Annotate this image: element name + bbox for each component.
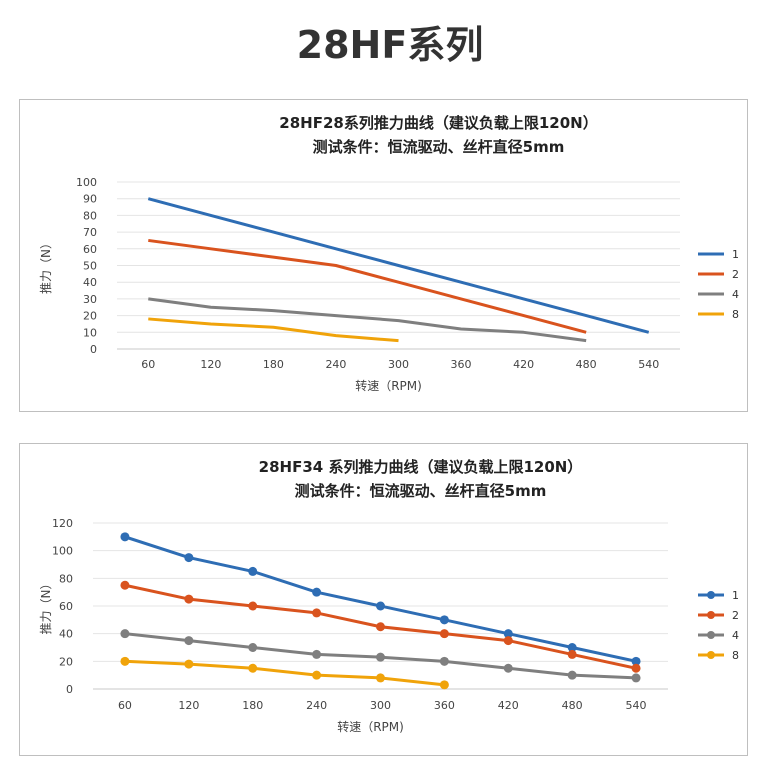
y-tick-label: 60 — [83, 243, 97, 256]
legend-label-2: 2 — [732, 268, 739, 281]
data-point — [439, 656, 449, 666]
data-point — [439, 680, 449, 690]
y-tick-label: 70 — [83, 226, 97, 239]
y-axis-label: 推力（N） — [39, 237, 53, 294]
legend-marker-1 — [707, 591, 715, 599]
y-tick-label: 100 — [52, 545, 73, 558]
legend-label-8: 8 — [732, 649, 739, 662]
legend-label-1: 1 — [732, 248, 739, 261]
y-tick-label: 50 — [83, 260, 97, 273]
series-line-8 — [148, 317, 399, 343]
legend-marker-8 — [707, 651, 715, 659]
data-point — [312, 649, 322, 659]
data-point — [184, 636, 194, 646]
series-line-2 — [148, 238, 587, 334]
y-tick-label: 90 — [83, 193, 97, 206]
data-point — [248, 601, 258, 611]
chart-title: 28HF28系列推力曲线（建议负载上限120N） — [279, 114, 597, 132]
data-point — [376, 601, 385, 611]
data-point — [312, 608, 322, 618]
x-tick-label: 300 — [370, 699, 391, 712]
x-tick-label: 300 — [388, 358, 409, 371]
y-tick-label: 40 — [59, 628, 73, 641]
legend-marker-2 — [707, 611, 715, 619]
x-axis-label: 转速（RPM) — [355, 378, 422, 393]
legend-label-2: 2 — [732, 609, 739, 622]
x-tick-label: 420 — [513, 358, 534, 371]
chart-28hf34: 28HF34 系列推力曲线（建议负载上限120N） 测试条件：恒流驱动、丝杆直径5… — [39, 458, 739, 734]
data-point — [376, 652, 385, 662]
legend-label-1: 1 — [732, 589, 739, 602]
chart-panel-28hf34: 28HF34 系列推力曲线（建议负载上限120N） 测试条件：恒流驱动、丝杆直径5… — [19, 443, 748, 756]
x-tick-label: 120 — [200, 358, 221, 371]
chart-subtitle: 测试条件：恒流驱动、丝杆直径5mm — [295, 482, 547, 500]
data-point — [503, 629, 513, 639]
data-point — [120, 580, 130, 590]
data-point — [439, 629, 449, 639]
legend-label-4: 4 — [732, 629, 739, 642]
x-tick-label: 540 — [626, 699, 647, 712]
y-tick-label: 100 — [76, 176, 97, 189]
y-tick-label: 40 — [83, 276, 97, 289]
y-tick-label: 30 — [83, 293, 97, 306]
x-tick-label: 120 — [178, 699, 199, 712]
data-point — [376, 673, 385, 683]
x-tick-label: 480 — [576, 358, 597, 371]
page-title: 28HF系列 — [296, 23, 484, 67]
data-point — [567, 670, 577, 680]
x-tick-label: 480 — [562, 699, 583, 712]
legend-label-4: 4 — [732, 288, 739, 301]
y-tick-label: 80 — [83, 209, 97, 222]
data-point — [631, 673, 641, 683]
data-point — [439, 615, 449, 625]
y-axis-label: 推力（N） — [39, 578, 53, 635]
y-tick-label: 20 — [59, 655, 73, 668]
chart-panel-28hf28: 28HF28系列推力曲线（建议负载上限120N） 测试条件：恒流驱动、丝杆直径5m… — [19, 99, 748, 412]
data-point — [120, 532, 130, 542]
legend-label-8: 8 — [732, 308, 739, 321]
y-tick-label: 10 — [83, 326, 97, 339]
data-point — [567, 649, 577, 659]
data-point — [376, 622, 385, 632]
series-line-8 — [124, 659, 445, 687]
x-tick-label: 240 — [325, 358, 346, 371]
legend-marker-4 — [707, 631, 715, 639]
x-tick-label: 360 — [434, 699, 455, 712]
y-tick-label: 20 — [83, 310, 97, 323]
data-point — [184, 594, 194, 604]
data-point — [120, 629, 130, 639]
data-point — [312, 587, 322, 597]
x-tick-label: 540 — [638, 358, 659, 371]
data-point — [184, 659, 194, 669]
chart-28hf28: 28HF28系列推力曲线（建议负载上限120N） 测试条件：恒流驱动、丝杆直径5m… — [39, 114, 739, 393]
y-tick-label: 120 — [52, 517, 73, 530]
y-tick-label: 0 — [90, 343, 97, 356]
series-line-1 — [147, 197, 650, 334]
data-point — [631, 656, 641, 666]
data-point — [120, 656, 130, 666]
x-tick-label: 60 — [141, 358, 155, 371]
data-point — [184, 553, 194, 563]
data-point — [631, 663, 641, 673]
chart-subtitle: 测试条件：恒流驱动、丝杆直径5mm — [313, 138, 565, 156]
y-tick-label: 60 — [59, 600, 73, 613]
y-tick-label: 80 — [59, 572, 73, 585]
data-point — [503, 663, 513, 673]
data-point — [248, 663, 258, 673]
y-tick-label: 0 — [66, 683, 73, 696]
chart-title: 28HF34 系列推力曲线（建议负载上限120N） — [259, 458, 583, 476]
x-tick-label: 420 — [498, 699, 519, 712]
data-point — [503, 636, 513, 646]
x-tick-label: 360 — [451, 358, 472, 371]
x-tick-label: 180 — [263, 358, 284, 371]
x-tick-label: 240 — [306, 699, 327, 712]
x-tick-label: 60 — [118, 699, 132, 712]
x-axis-label: 转速（RPM) — [337, 719, 404, 734]
series-line-4 — [148, 297, 587, 343]
data-point — [248, 643, 258, 652]
data-point — [567, 643, 577, 652]
x-tick-label: 180 — [242, 699, 263, 712]
data-point — [248, 566, 258, 576]
data-point — [312, 670, 322, 680]
